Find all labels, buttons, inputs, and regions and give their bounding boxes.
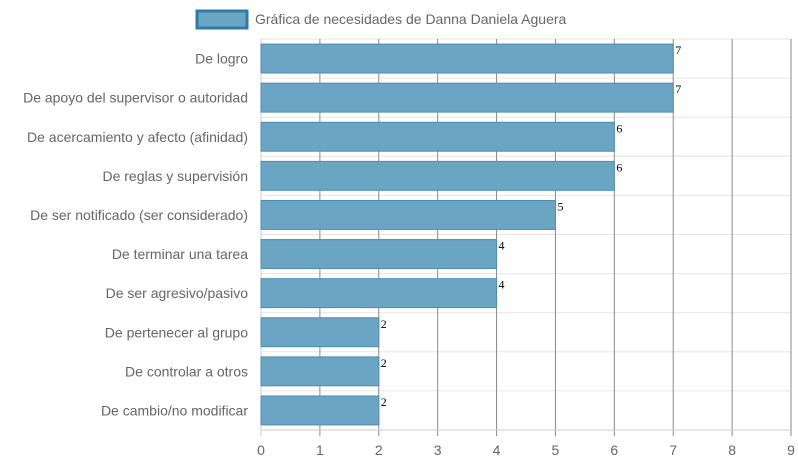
x-tick-label: 0: [257, 442, 265, 458]
data-label: 2: [381, 395, 387, 409]
category-label: De pertenecer al grupo: [105, 324, 248, 340]
bar[interactable]: [260, 239, 498, 270]
bar[interactable]: [260, 43, 674, 74]
data-label: 2: [381, 356, 387, 370]
bar[interactable]: [260, 121, 615, 152]
bar[interactable]: [260, 82, 674, 113]
category-label: De acercamiento y afecto (afinidad): [27, 129, 248, 145]
category-label: De controlar a otros: [125, 363, 248, 379]
category-label: De reglas y supervisión: [102, 168, 248, 184]
x-tick-label: 1: [316, 442, 324, 458]
bar[interactable]: [260, 356, 380, 387]
bar[interactable]: [260, 278, 498, 309]
x-tick-label: 4: [493, 442, 501, 458]
legend-label: Gráfica de necesidades de Danna Daniela …: [255, 11, 567, 27]
x-tick-label: 6: [610, 442, 618, 458]
bar[interactable]: [260, 317, 380, 348]
category-label: De ser notificado (ser considerado): [30, 207, 248, 223]
data-label: 4: [499, 239, 505, 253]
bars: [260, 43, 674, 426]
x-tick-label: 7: [669, 442, 677, 458]
data-label: 6: [616, 121, 622, 135]
data-label: 7: [675, 43, 681, 57]
data-label: 7: [675, 82, 681, 96]
data-labels: 7 7 6 6 5 4 4 2 2 2: [381, 43, 681, 409]
category-label: De terminar una tarea: [112, 246, 248, 262]
data-label: 4: [499, 278, 505, 292]
category-label: De cambio/no modificar: [101, 402, 248, 418]
x-tick-label: 5: [552, 442, 560, 458]
data-label: 2: [381, 317, 387, 331]
bar[interactable]: [260, 395, 380, 426]
bar[interactable]: [260, 160, 615, 191]
category-label: De logro: [195, 51, 248, 67]
x-tick-label: 2: [375, 442, 383, 458]
data-label: 5: [557, 199, 563, 213]
category-labels: De logro De apoyo del supervisor o autori…: [23, 51, 248, 419]
category-label: De ser agresivo/pasivo: [106, 285, 249, 301]
legend[interactable]: Gráfica de necesidades de Danna Daniela …: [195, 9, 567, 30]
bar[interactable]: [260, 199, 556, 230]
x-tick-label: 9: [787, 442, 795, 458]
category-label: De apoyo del supervisor o autoridad: [23, 90, 248, 106]
x-tick-label: 8: [728, 442, 736, 458]
data-label: 6: [616, 160, 622, 174]
x-axis-ticks: 0 1 2 3 4 5 6 7 8 9: [257, 442, 795, 458]
legend-swatch: [195, 9, 249, 30]
x-tick-label: 3: [434, 442, 442, 458]
